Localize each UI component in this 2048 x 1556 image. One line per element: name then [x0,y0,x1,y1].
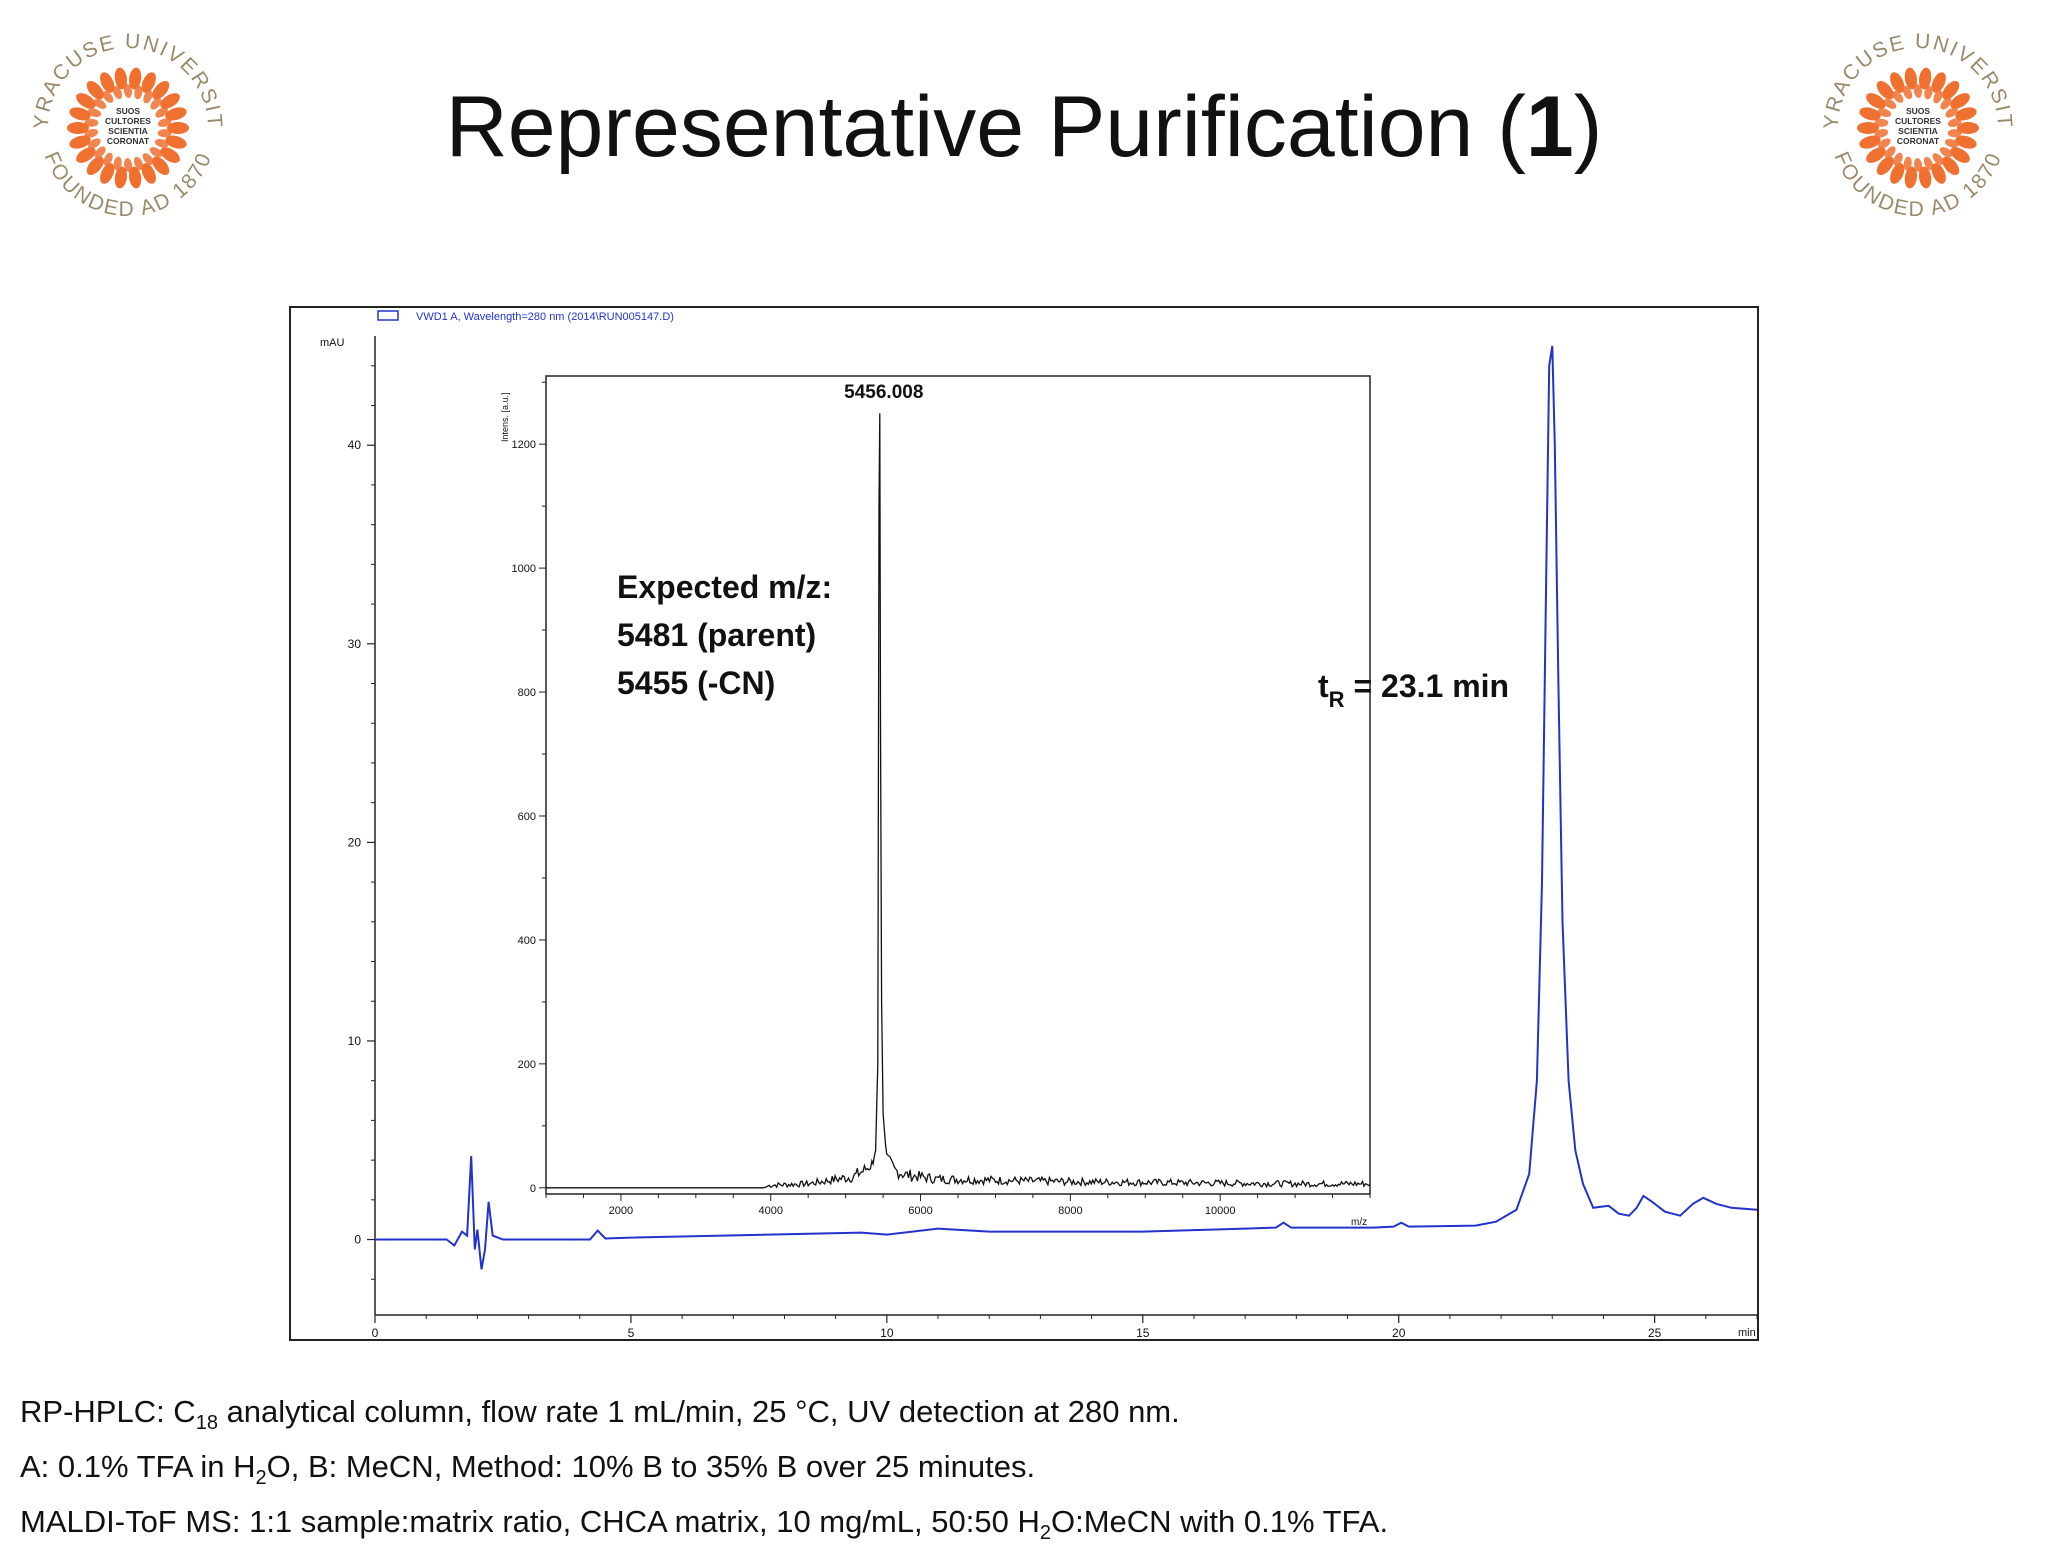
method-notes: RP-HPLC: C18 analytical column, flow rat… [20,1390,1388,1556]
retention-time-subscript: R [1329,687,1345,712]
maldi-y-tick-label: 800 [518,687,536,699]
maldi-y-tick-label: 1000 [512,563,536,575]
maldi-x-tick-label: 6000 [908,1205,932,1217]
hplc-trace-line [375,345,1758,1270]
expected-mz-line-1: Expected m/z: [617,569,832,605]
maldi-x-tick-label: 8000 [1058,1205,1082,1217]
maldi-y-tick-label: 400 [518,935,536,947]
footer-line-1-sub: 18 [195,1412,218,1435]
maldi-x-tick-label: 10000 [1205,1205,1236,1217]
hplc-x-tick-label: 0 [372,1326,379,1340]
maldi-y-tick-label: 200 [518,1059,536,1071]
hplc-x-tick-label: 20 [1392,1326,1406,1340]
title-text: Representative Purification ( [445,79,1526,175]
maldi-peak-label: 5456.008 [844,382,923,403]
maldi-y-tick-label: 0 [530,1183,536,1195]
hplc-y-tick-label: 30 [348,637,362,651]
footer-line-2-sub: 2 [255,1467,267,1490]
expected-mz-line-2: 5481 (parent) [617,617,816,653]
expected-mz-annotation: Expected m/z: 5481 (parent) 5455 (-CN) [617,569,841,701]
footer-line-maldi: MALDI-ToF MS: 1:1 sample:matrix ratio, C… [20,1500,1388,1555]
footer-line-2-start: A: 0.1% TFA in H [20,1449,256,1485]
hplc-x-tick-label: 15 [1136,1326,1150,1340]
maldi-x-tick-label: 4000 [758,1205,782,1217]
hplc-legend-swatch [377,310,399,321]
maldi-x-tick-label: 2000 [609,1205,633,1217]
hplc-y-axis-label: mAU [320,337,345,349]
hplc-x-tick-label: 25 [1648,1326,1662,1340]
footer-line-hplc: RP-HPLC: C18 analytical column, flow rat… [20,1390,1388,1445]
hplc-x-axis-label: min [1738,1327,1756,1339]
maldi-y-tick-label: 1200 [512,439,536,451]
footer-line-3-end: O:MeCN with 0.1% TFA. [1050,1504,1389,1540]
hplc-x-tick-label: 10 [880,1326,894,1340]
expected-mz-line-3: 5455 (-CN) [617,665,775,701]
maldi-spectrum-line [546,413,1371,1189]
university-seal-left: SYRACUSE UNIVERSITYFOUNDED AD 1870SUOSCU… [28,28,224,224]
retention-time-value: = 23.1 min [1345,668,1510,704]
hplc-y-tick-label: 10 [348,1034,362,1048]
maldi-y-axis-label: Intens. [a.u.] [500,392,510,442]
footer-line-1-end: analytical column, flow rate 1 mL/min, 2… [217,1394,1180,1429]
retention-time-t: t [1318,668,1329,704]
footer-line-2-end: O, B: MeCN, Method: 10% B to 35% B over … [266,1449,1036,1485]
footer-line-3-start: MALDI-ToF MS: 1:1 sample:matrix ratio, C… [20,1504,1040,1540]
seal-motto: SUOS CULTORES SCIENTIA CORONAT [1895,106,1941,146]
maldi-inset-frame [545,375,1371,1195]
hplc-y-tick-label: 20 [348,835,362,849]
seal-motto: SUOS CULTORES SCIENTIA CORONAT [105,106,151,146]
hplc-x-tick-label: 5 [628,1326,635,1340]
hplc-chart-frame [289,306,1759,1341]
maldi-x-axis-label: m/z [1351,1217,1367,1228]
seal-laurel-wreath [67,67,189,189]
hplc-y-tick-label: 0 [354,1233,361,1247]
title-close-paren: ) [1573,79,1603,175]
university-seal-right: SYRACUSE UNIVERSITYFOUNDED AD 1870SUOSCU… [1818,28,2014,224]
hplc-y-tick-label: 40 [348,438,362,452]
title-compound-number: 1 [1525,79,1574,175]
maldi-y-tick-label: 600 [518,811,536,823]
hplc-legend-label: VWD1 A, Wavelength=280 nm (2014\RUN00514… [416,311,674,323]
seal-laurel-wreath [1857,67,1979,189]
footer-line-solvents: A: 0.1% TFA in H2O, B: MeCN, Method: 10%… [20,1445,1388,1500]
footer-line-3-sub: 2 [1039,1522,1051,1545]
retention-time-annotation: tR = 23.1 min [1318,668,1509,712]
footer-line-1-start: RP-HPLC: C [20,1394,196,1429]
page-title: Representative Purification (1) [0,78,2048,177]
